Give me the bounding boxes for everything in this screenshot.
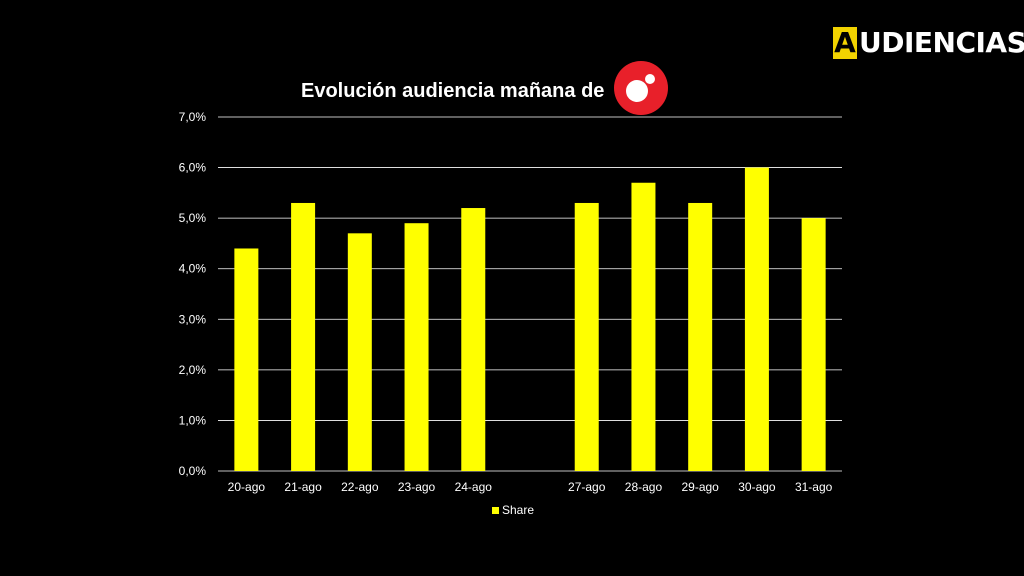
x-tick-label: 29-ago: [681, 480, 719, 494]
y-tick-label: 3,0%: [179, 312, 207, 326]
bar: [291, 202, 316, 471]
legend: Share: [492, 503, 534, 517]
audiencias-brand-logo: A UDIENCIAS: [833, 26, 1024, 60]
bar: [801, 218, 826, 471]
x-tick-label: 27-ago: [568, 480, 606, 494]
brand-letter: A: [833, 26, 857, 59]
y-tick-label: 5,0%: [179, 211, 207, 225]
y-tick-label: 1,0%: [179, 413, 207, 427]
y-tick-label: 2,0%: [179, 363, 207, 377]
bar: [404, 223, 429, 471]
chart-title: Evolución audiencia mañana de: [301, 80, 605, 102]
channel-logo-icon: [614, 61, 668, 115]
y-tick-label: 0,0%: [179, 464, 207, 478]
x-tick-label: 30-ago: [738, 480, 776, 494]
bar: [347, 233, 372, 471]
y-axis-labels: 0,0% 1,0% 2,0% 3,0% 4,0% 5,0% 6,0% 7,0%: [179, 110, 207, 478]
y-tick-label: 4,0%: [179, 262, 207, 276]
legend-label: Share: [502, 503, 535, 517]
x-tick-label: 31-ago: [795, 480, 833, 494]
x-tick-label: 22-ago: [341, 480, 379, 494]
bar: [461, 208, 486, 471]
x-tick-label: 21-ago: [284, 480, 322, 494]
grid-lines: [218, 116, 842, 472]
bar: [234, 248, 259, 471]
bar: [574, 202, 599, 471]
bars: [234, 167, 826, 472]
brand-text: UDIENCIAS: [859, 26, 1024, 59]
x-axis-labels: 20-ago 21-ago 22-ago 23-ago 24-ago 27-ago 28-a…: [228, 480, 833, 494]
legend-swatch: [492, 506, 499, 514]
x-tick-label: 20-ago: [228, 480, 266, 494]
y-tick-label: 6,0%: [179, 161, 207, 175]
bar: [631, 182, 656, 471]
y-tick-label: 7,0%: [179, 110, 207, 124]
bar: [688, 202, 713, 471]
x-tick-label: 28-ago: [625, 480, 663, 494]
bar: [744, 167, 769, 472]
x-tick-label: 24-ago: [455, 480, 493, 494]
x-tick-label: 23-ago: [398, 480, 436, 494]
